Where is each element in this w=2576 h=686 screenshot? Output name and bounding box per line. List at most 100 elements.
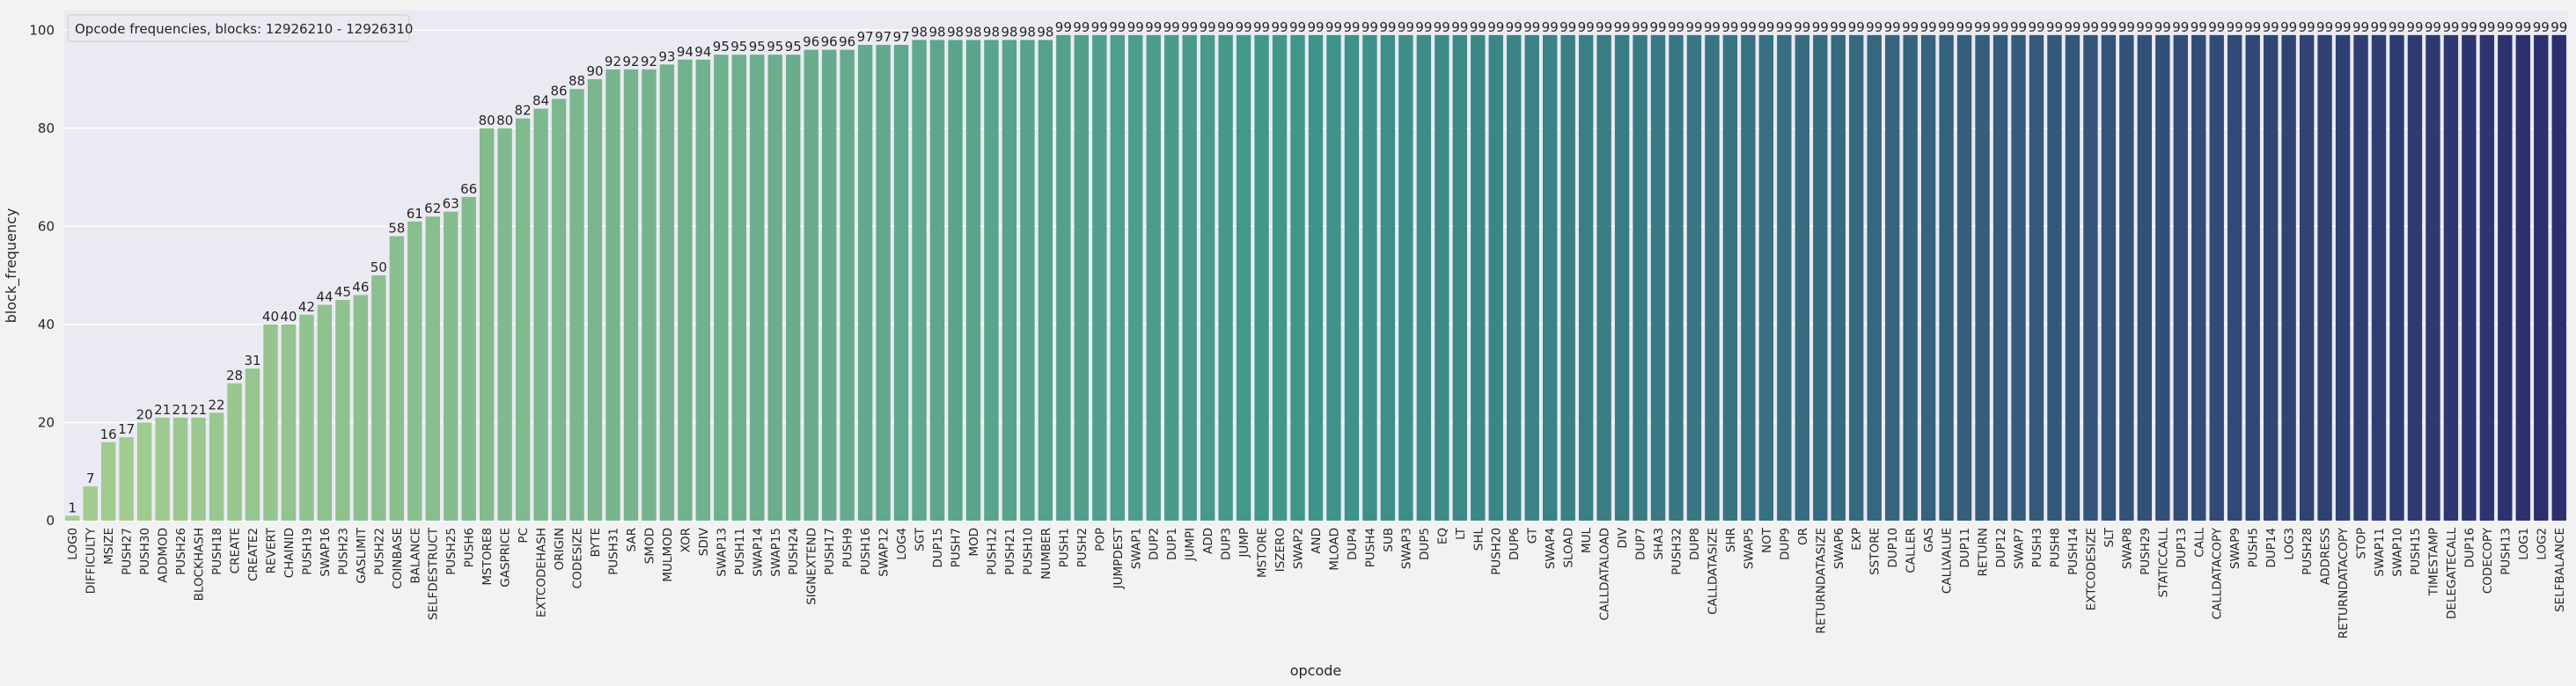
x-tick-label: SLOAD	[1562, 528, 1576, 568]
x-tick-label: PUSH20	[1490, 528, 1504, 575]
x-tick-label: CALLVALUE	[1941, 528, 1955, 594]
x-tick-label: SLT	[2103, 527, 2117, 547]
x-tick-label: BALANCE	[408, 528, 422, 584]
value-label: 86	[551, 83, 568, 99]
bar	[1272, 34, 1288, 521]
bar	[714, 55, 729, 521]
x-tick-label: PUSH30	[138, 528, 152, 575]
value-label: 80	[496, 113, 513, 128]
value-label: 99	[1560, 19, 1576, 35]
x-tick-label: MSIZE	[102, 528, 116, 565]
value-label: 58	[388, 221, 405, 237]
value-label: 99	[2191, 19, 2207, 35]
value-label: 99	[2335, 19, 2352, 35]
value-label: 99	[2389, 19, 2405, 35]
bar	[1885, 34, 1900, 521]
value-label: 99	[2406, 19, 2423, 35]
x-tick-label: SWAP14	[751, 528, 765, 577]
x-tick-label: MOD	[967, 528, 981, 557]
bar	[2101, 34, 2117, 521]
y-tick-label: 40	[38, 317, 55, 332]
value-label: 99	[2442, 19, 2459, 35]
bar	[1398, 34, 1413, 521]
bar	[1867, 34, 1882, 521]
value-label: 99	[1721, 19, 1738, 35]
value-label: 99	[2280, 19, 2297, 35]
bar	[2137, 34, 2153, 521]
x-tick-label: LOG1	[2517, 528, 2531, 560]
bar	[2443, 34, 2459, 521]
bar	[1110, 34, 1125, 521]
bar	[2534, 34, 2549, 521]
value-label: 99	[1434, 19, 1450, 35]
bar	[2299, 34, 2315, 521]
value-label: 99	[1956, 19, 1973, 35]
value-label: 99	[2352, 19, 2369, 35]
x-tick-label: PUSH12	[985, 528, 999, 575]
x-tick-label: DUP5	[1418, 528, 1432, 560]
x-tick-label: DUP1	[1165, 528, 1179, 560]
value-label: 99	[1758, 19, 1774, 35]
bar	[2011, 34, 2026, 521]
x-tick-label: MULMOD	[661, 528, 675, 582]
x-tick-label: DUP11	[1958, 528, 1972, 568]
value-label: 99	[2046, 19, 2063, 35]
bar	[857, 45, 873, 522]
x-tick-label: DUP6	[1508, 528, 1522, 560]
value-label: 98	[947, 24, 964, 40]
x-tick-label: NUMBER	[1039, 528, 1053, 580]
value-label: 98	[983, 24, 1000, 40]
x-tick-label: SWAP1	[1129, 528, 1143, 569]
x-tick-label: PUSH4	[1363, 528, 1377, 567]
bar	[1164, 34, 1179, 521]
x-tick-label: SWAP6	[1832, 528, 1846, 569]
value-label: 98	[1019, 24, 1036, 40]
x-tick-label: PUSH10	[1021, 528, 1035, 575]
x-tick-label: AND	[1310, 528, 1324, 554]
x-tick-label: CODECOPY	[2481, 527, 2495, 594]
bar	[767, 55, 782, 521]
x-tick-label: JUMPDEST	[1112, 527, 1126, 589]
bar	[100, 442, 116, 521]
x-tick-label: JUMP	[1237, 528, 1251, 558]
value-label: 99	[2370, 19, 2387, 35]
value-label: 99	[2425, 19, 2441, 35]
value-label: 99	[1542, 19, 1559, 35]
x-tick-label: ADD	[1201, 528, 1215, 554]
value-label: 99	[1974, 19, 1991, 35]
bar	[119, 437, 134, 521]
x-tick-label: PUSH23	[336, 528, 350, 575]
bar	[1435, 34, 1449, 521]
value-label: 99	[2208, 19, 2225, 35]
bar	[407, 221, 422, 522]
bar	[209, 412, 224, 521]
x-tick-label: PUSH9	[841, 528, 855, 567]
x-tick-label: BYTE	[589, 528, 603, 558]
x-tick-label: CALLDATALOAD	[1598, 528, 1612, 621]
bar	[1542, 34, 1558, 521]
value-label: 40	[280, 309, 297, 325]
value-label: 46	[352, 279, 369, 295]
bar	[1975, 34, 1990, 521]
value-label: 99	[1938, 19, 1955, 35]
value-label: 96	[803, 34, 819, 50]
bar	[299, 314, 314, 521]
x-tick-label: MSTORE	[1256, 528, 1270, 578]
x-tick-label: PUSH18	[210, 528, 224, 575]
x-tick-label: EXP	[1850, 528, 1864, 551]
x-axis-label: opcode	[1290, 662, 1342, 679]
value-label: 99	[1740, 19, 1757, 35]
value-label: 40	[262, 309, 279, 325]
x-tick-label: GASLIMIT	[355, 527, 369, 583]
x-tick-label: REVERT	[264, 527, 278, 573]
x-tick-label: PUSH1	[1057, 528, 1071, 567]
value-label: 20	[136, 406, 153, 422]
value-label: 95	[749, 39, 766, 55]
x-tick-label: SWAP2	[1292, 528, 1306, 569]
x-tick-label: DELEGATECALL	[2445, 528, 2459, 620]
value-label: 99	[1163, 19, 1180, 35]
bar	[2281, 34, 2296, 521]
x-tick-label: PUSH22	[372, 528, 386, 575]
bar	[1956, 34, 1972, 521]
